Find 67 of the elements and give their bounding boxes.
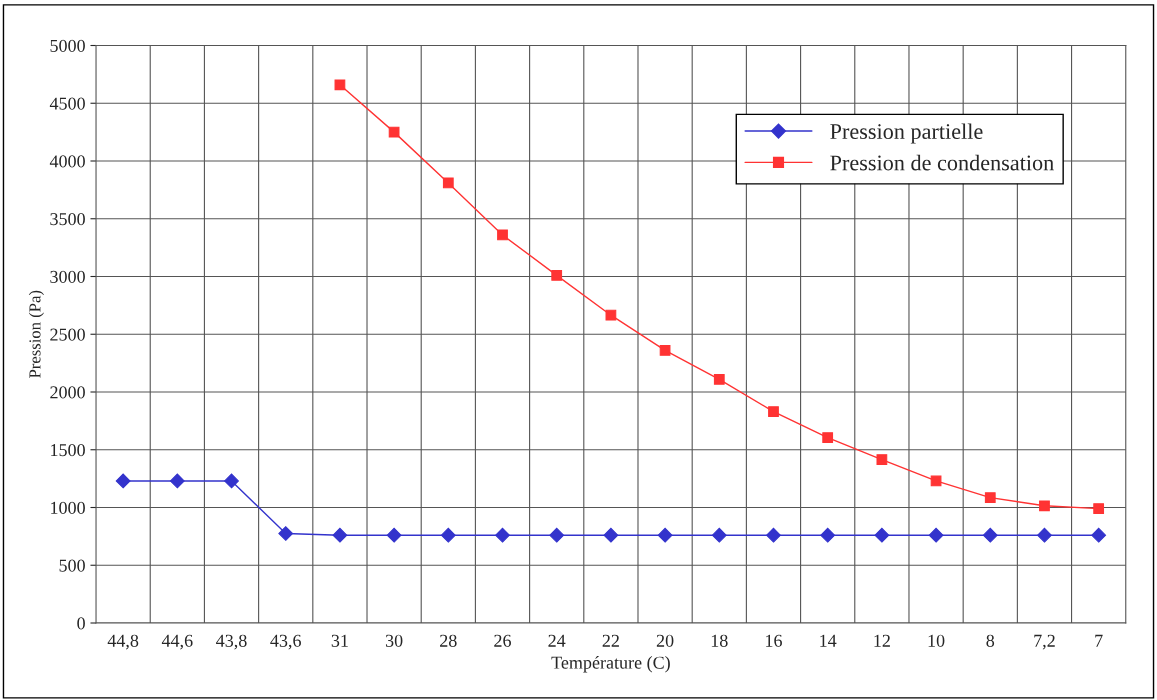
point	[440, 527, 456, 543]
x-tick-label: 28	[440, 634, 457, 647]
x-tick-label: 12	[874, 634, 890, 647]
x-tick-label: 8	[986, 634, 995, 647]
x-tick-label: 7	[1095, 634, 1103, 647]
point	[603, 527, 619, 543]
point	[332, 527, 348, 543]
x-tick-label: 22	[602, 634, 619, 647]
point	[1039, 500, 1050, 512]
y-tick-label: 4000	[49, 155, 85, 168]
point	[386, 527, 402, 543]
x-tick-label: 44,6	[161, 634, 193, 650]
y-tick-label: 1500	[51, 444, 85, 457]
point	[334, 79, 346, 91]
point	[388, 126, 400, 138]
point	[549, 527, 565, 543]
point	[497, 229, 508, 241]
point	[874, 527, 890, 543]
x-tick-label: 30	[385, 634, 403, 647]
x-tick-label: 31	[331, 634, 348, 647]
point	[224, 473, 239, 489]
y-tick-label: 4500	[49, 97, 85, 110]
point	[442, 177, 454, 189]
y-tick-label: 500	[59, 559, 85, 572]
point	[1093, 503, 1105, 515]
point	[1091, 527, 1107, 543]
x-tick-label: 24	[548, 634, 566, 647]
x-tick-label: 43,8	[216, 634, 247, 650]
x-tick-label: 7,2	[1034, 634, 1055, 650]
y-tick-label: 2000	[50, 386, 85, 399]
x-tick-label: 10	[928, 634, 945, 647]
x-tick-label: 44,8	[107, 634, 139, 650]
legend-label: Pression de condensation	[830, 154, 1054, 171]
point	[551, 269, 563, 281]
point	[278, 526, 294, 541]
y-tick-label: 0	[77, 617, 85, 630]
y-axis-title: Pression (Pa)	[28, 290, 44, 378]
point	[984, 492, 996, 504]
point	[982, 527, 998, 543]
point	[711, 527, 727, 543]
x-tick-label: 16	[766, 634, 782, 647]
y-tick-label: 2500	[50, 328, 85, 341]
x-axis-title: Température (C)	[551, 656, 670, 673]
x-tick-label: 18	[711, 634, 728, 647]
x-tick-label: 26	[494, 634, 511, 647]
y-tick-label: 3500	[50, 213, 85, 226]
point	[605, 309, 617, 321]
point	[115, 473, 131, 489]
y-tick-label: 3000	[50, 270, 85, 283]
point	[1037, 527, 1052, 543]
point	[657, 527, 673, 543]
point	[495, 527, 510, 543]
x-tick-label: 20	[656, 634, 674, 647]
point	[713, 373, 725, 385]
point	[822, 432, 834, 443]
point	[928, 527, 944, 543]
point	[659, 345, 671, 356]
y-tick-label: 5000	[50, 39, 85, 52]
x-tick-label: 14	[820, 634, 837, 647]
x-tick-label: 43,6	[270, 634, 301, 650]
point	[876, 454, 888, 465]
point	[169, 473, 185, 489]
y-tick-label: 1000	[51, 501, 85, 514]
point	[766, 527, 781, 543]
legend-label: Pression partielle	[830, 123, 983, 144]
point	[768, 406, 779, 418]
point	[820, 527, 836, 543]
